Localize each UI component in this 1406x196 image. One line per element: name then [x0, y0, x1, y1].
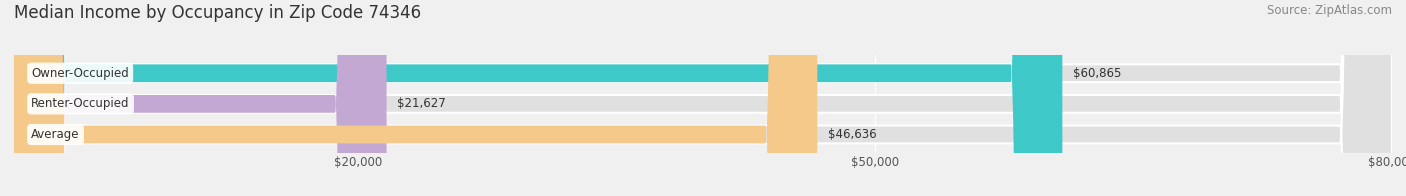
FancyBboxPatch shape: [14, 0, 1392, 196]
FancyBboxPatch shape: [14, 0, 817, 196]
Text: $60,865: $60,865: [1073, 67, 1121, 80]
Text: Source: ZipAtlas.com: Source: ZipAtlas.com: [1267, 4, 1392, 17]
FancyBboxPatch shape: [14, 0, 387, 196]
Text: $21,627: $21,627: [396, 97, 446, 110]
FancyBboxPatch shape: [14, 0, 1392, 196]
Text: Median Income by Occupancy in Zip Code 74346: Median Income by Occupancy in Zip Code 7…: [14, 4, 422, 22]
Text: Renter-Occupied: Renter-Occupied: [31, 97, 129, 110]
Text: $46,636: $46,636: [828, 128, 876, 141]
Text: Owner-Occupied: Owner-Occupied: [31, 67, 129, 80]
FancyBboxPatch shape: [14, 0, 1392, 196]
FancyBboxPatch shape: [14, 0, 1063, 196]
Text: Average: Average: [31, 128, 80, 141]
